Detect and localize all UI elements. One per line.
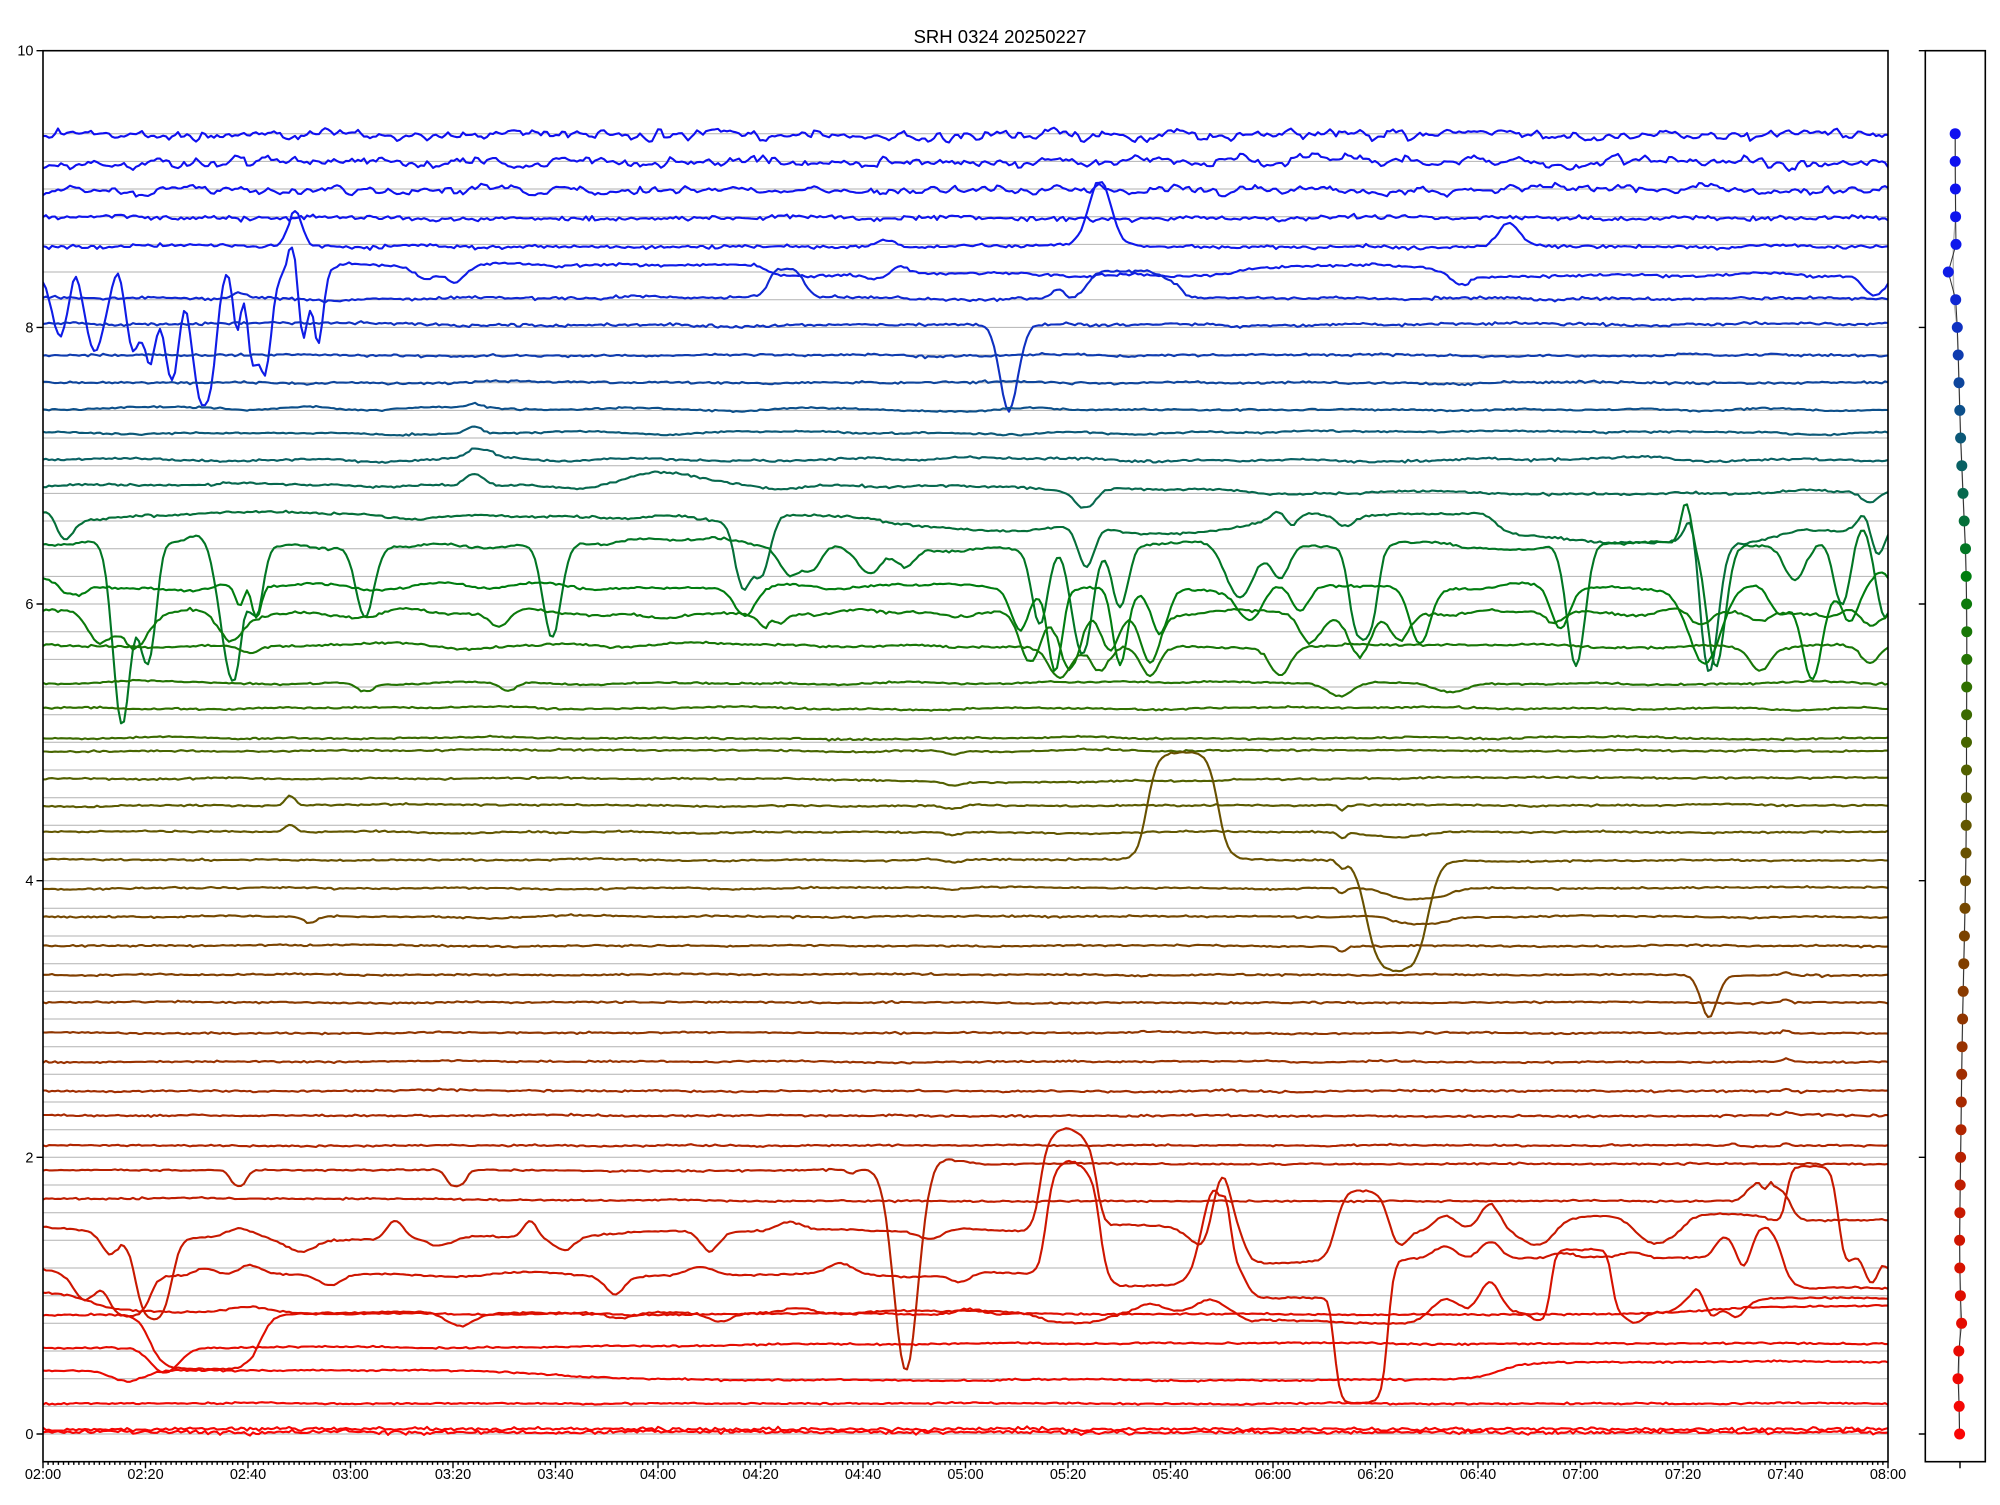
svg-text:03:20: 03:20 [435, 1467, 471, 1483]
svg-text:SRH 0324 20250227: SRH 0324 20250227 [914, 26, 1087, 47]
svg-text:06:00: 06:00 [1255, 1467, 1291, 1483]
svg-text:04:40: 04:40 [845, 1467, 881, 1483]
svg-text:07:00: 07:00 [1562, 1467, 1598, 1483]
svg-text:06:20: 06:20 [1357, 1467, 1393, 1483]
svg-text:02:00: 02:00 [25, 1467, 61, 1483]
svg-text:2: 2 [25, 1150, 33, 1166]
svg-text:03:00: 03:00 [332, 1467, 368, 1483]
svg-text:02:40: 02:40 [230, 1467, 266, 1483]
svg-text:02:20: 02:20 [127, 1467, 163, 1483]
svg-text:10: 10 [17, 44, 33, 60]
svg-text:05:00: 05:00 [947, 1467, 983, 1483]
svg-text:08:00: 08:00 [1870, 1467, 1906, 1483]
svg-text:4: 4 [25, 874, 33, 890]
svg-text:05:20: 05:20 [1050, 1467, 1086, 1483]
svg-text:6: 6 [25, 597, 33, 613]
svg-text:8: 8 [25, 320, 33, 336]
svg-text:05:40: 05:40 [1152, 1467, 1188, 1483]
svg-text:03:40: 03:40 [537, 1467, 573, 1483]
svg-text:06:40: 06:40 [1460, 1467, 1496, 1483]
svg-text:0: 0 [25, 1427, 33, 1443]
svg-text:04:20: 04:20 [742, 1467, 778, 1483]
svg-text:07:20: 07:20 [1665, 1467, 1701, 1483]
svg-text:04:00: 04:00 [640, 1467, 676, 1483]
svg-text:07:40: 07:40 [1767, 1467, 1803, 1483]
